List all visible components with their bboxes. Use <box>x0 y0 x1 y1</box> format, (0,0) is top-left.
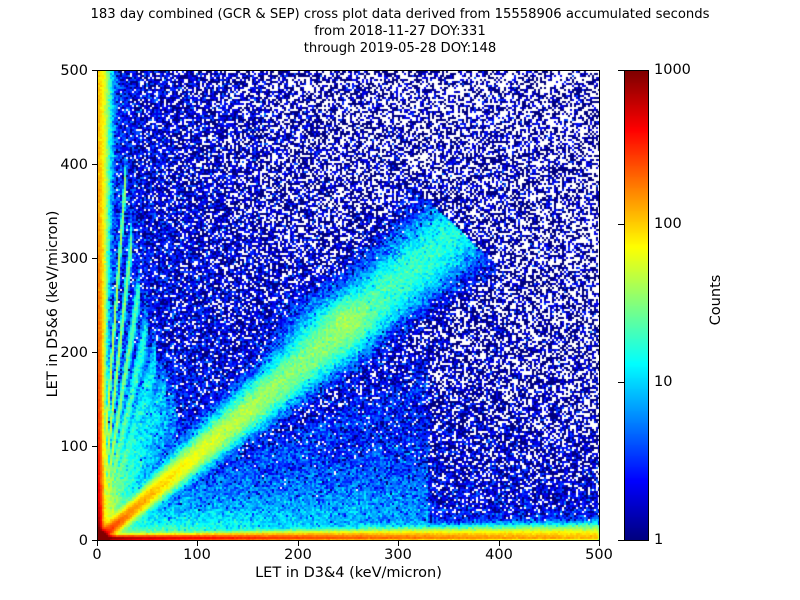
y-tick-100 <box>92 446 97 448</box>
y-axis-label: LET in D5&6 (keV/micron) <box>45 210 61 398</box>
plot-area <box>97 70 600 541</box>
x-ticklabel-200: 200 <box>284 547 312 563</box>
x-ticklabel-500: 500 <box>585 547 613 563</box>
x-tick-400 <box>499 541 501 546</box>
y-tick-400 <box>92 164 97 166</box>
x-ticklabel-0: 0 <box>92 547 102 563</box>
x-axis-label: LET in D3&4 (keV/micron) <box>255 565 442 581</box>
colorbar-gradient <box>625 71 648 540</box>
y-ticklabel-100: 100 <box>60 439 88 455</box>
chart-title: 183 day combined (GCR & SEP) cross plot … <box>0 6 800 57</box>
y-ticklabel-0: 0 <box>78 533 88 549</box>
x-ticklabel-300: 300 <box>384 547 412 563</box>
x-tick-300 <box>398 541 400 546</box>
title-line-3: through 2019-05-28 DOY:148 <box>303 41 497 56</box>
y-tick-500 <box>92 70 97 72</box>
colorbar <box>624 70 649 541</box>
colorbar-label: Counts <box>708 274 724 326</box>
colorbar-tick-10 <box>618 382 624 384</box>
y-tick-0 <box>92 540 97 542</box>
x-tick-200 <box>298 541 300 546</box>
density-scatter-plot <box>98 71 599 540</box>
y-tick-300 <box>92 258 97 260</box>
colorbar-tick-1 <box>618 540 624 542</box>
x-ticklabel-100: 100 <box>183 547 211 563</box>
title-line-2: from 2018-11-27 DOY:331 <box>314 24 486 39</box>
colorbar-ticklabel-10: 10 <box>654 374 673 390</box>
y-ticklabel-300: 300 <box>60 251 88 267</box>
title-line-1: 183 day combined (GCR & SEP) cross plot … <box>90 7 710 22</box>
y-ticklabel-400: 400 <box>60 157 88 173</box>
x-ticklabel-400: 400 <box>485 547 513 563</box>
y-ticklabel-500: 500 <box>60 63 88 79</box>
y-tick-200 <box>92 352 97 354</box>
colorbar-tick-1000 <box>618 70 624 72</box>
x-tick-0 <box>97 541 99 546</box>
y-ticklabel-200: 200 <box>60 345 88 361</box>
x-tick-500 <box>599 541 601 546</box>
colorbar-tick-100 <box>618 224 624 226</box>
colorbar-ticklabel-1: 1 <box>654 532 664 548</box>
colorbar-ticklabel-100: 100 <box>654 216 682 232</box>
colorbar-ticklabel-1000: 1000 <box>654 62 691 78</box>
x-tick-100 <box>197 541 199 546</box>
